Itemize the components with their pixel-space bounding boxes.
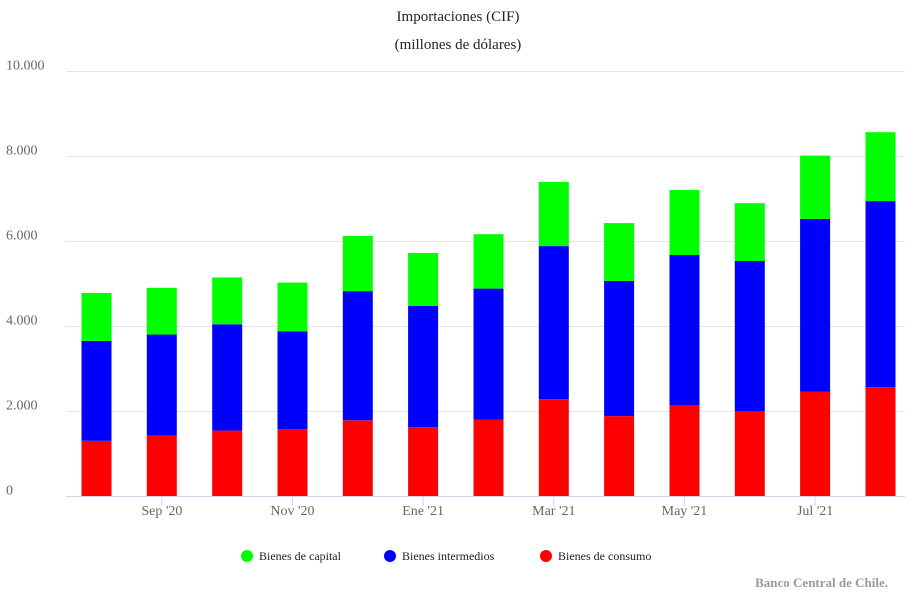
- x-tick-label: Mar '21: [532, 504, 575, 519]
- bar-segment: [604, 416, 635, 496]
- credit-text[interactable]: Banco Central de Chile.: [755, 575, 888, 590]
- y-tick-label: 6.000: [6, 229, 38, 244]
- bar-segment: [408, 427, 439, 496]
- legend-label: Bienes intermedios: [402, 549, 495, 563]
- x-tick-label: Jul '21: [797, 504, 833, 519]
- bar-segment: [408, 306, 439, 428]
- bar-segment: [538, 399, 569, 496]
- bar-segment: [669, 255, 700, 406]
- bar-segment: [604, 223, 635, 281]
- legend-item[interactable]: Bienes de consumo: [540, 549, 651, 563]
- bar-segment: [146, 435, 177, 496]
- legend-label: Bienes de consumo: [558, 549, 651, 563]
- bar-segment: [277, 282, 308, 332]
- bar-segment: [734, 411, 765, 496]
- bar-segment: [342, 420, 373, 496]
- bar-segment: [865, 132, 896, 202]
- bar-segment: [342, 235, 373, 292]
- legend-marker: [241, 550, 253, 562]
- chart-subtitle: (millones de dólares): [395, 37, 522, 53]
- bar-segment: [669, 190, 700, 255]
- bar-segment: [212, 324, 243, 431]
- bar-segment: [146, 287, 177, 335]
- bar-segment: [277, 331, 308, 430]
- x-tick-label: Ene '21: [402, 504, 444, 519]
- x-tick-label: May '21: [662, 504, 708, 519]
- bar-segment: [800, 391, 831, 496]
- bar-segment: [669, 405, 700, 496]
- bar-segment: [473, 419, 504, 496]
- y-tick-label: 8.000: [6, 144, 38, 159]
- bar-segment: [865, 387, 896, 496]
- legend-marker: [384, 550, 396, 562]
- chart-title: Importaciones (CIF): [397, 9, 520, 25]
- y-tick-label: 0: [6, 484, 13, 499]
- x-tick-label: Nov '20: [270, 504, 314, 519]
- bar-segment: [538, 181, 569, 247]
- bar-segment: [342, 291, 373, 421]
- bar-segment: [734, 261, 765, 411]
- bar-segment: [734, 203, 765, 261]
- bar-segment: [473, 234, 504, 289]
- bar-segment: [146, 334, 177, 436]
- legend-label: Bienes de capital: [259, 549, 342, 563]
- legend-item[interactable]: Bienes de capital: [241, 549, 342, 563]
- bar-segment: [800, 218, 831, 392]
- bar-segment: [800, 155, 831, 219]
- bar-segment: [212, 277, 243, 325]
- bars: [81, 132, 896, 497]
- bar-segment: [81, 440, 112, 497]
- y-tick-label: 2.000: [6, 399, 38, 414]
- bar-segment: [865, 201, 896, 388]
- bar-segment: [408, 252, 439, 306]
- x-axis: Sep '20 Nov '20 Ene '21 Mar '21 May '21 Jul '…: [66, 496, 905, 519]
- bar-segment: [604, 280, 635, 417]
- grid: 0 2.000 4.000 6.000 8.000 10.000: [6, 59, 905, 499]
- y-tick-label: 10.000: [6, 59, 45, 74]
- x-tick-label: Sep '20: [141, 504, 182, 519]
- bar-segment: [212, 430, 243, 496]
- y-tick-label: 4.000: [6, 314, 38, 329]
- bar-segment: [538, 246, 569, 400]
- legend-item[interactable]: Bienes intermedios: [384, 549, 495, 563]
- bar-segment: [277, 429, 308, 496]
- legend: Bienes de capital Bienes intermedios Biene…: [241, 549, 651, 563]
- legend-marker: [540, 550, 552, 562]
- bar-segment: [81, 292, 112, 341]
- bar-segment: [473, 288, 504, 420]
- bar-segment: [81, 340, 112, 441]
